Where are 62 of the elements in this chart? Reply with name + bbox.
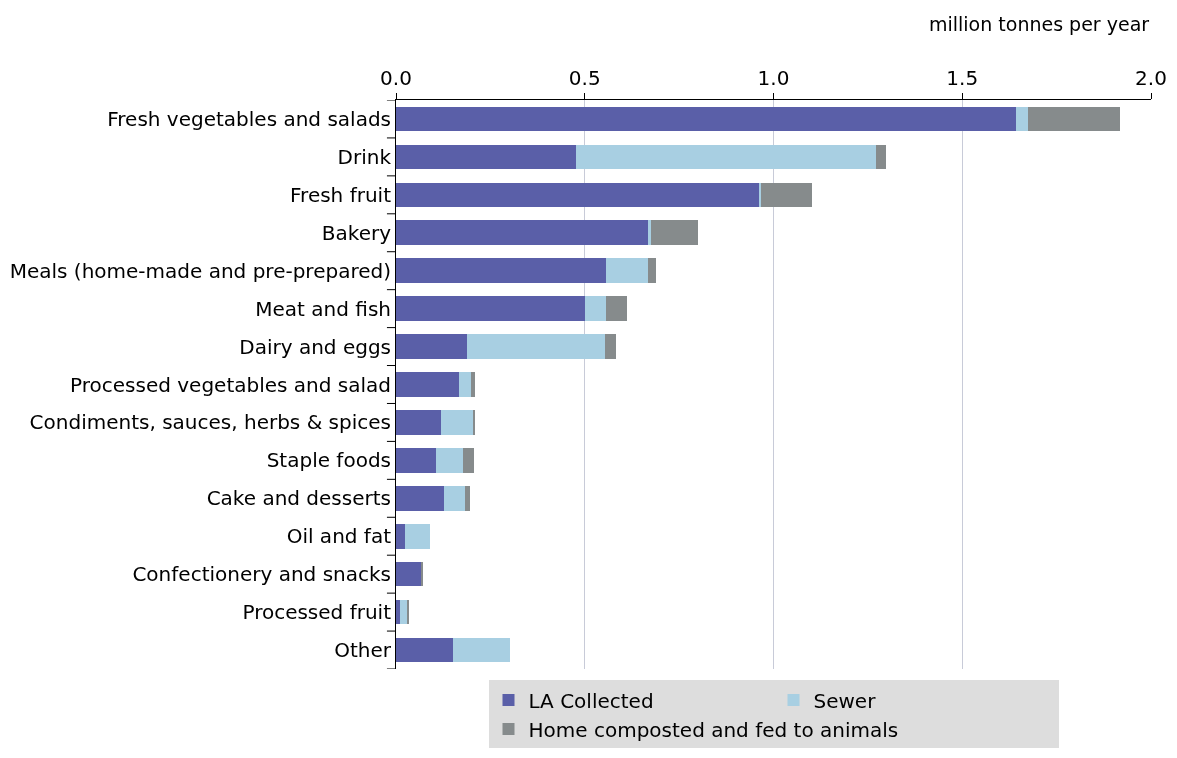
x-tick-label: 0.5: [568, 66, 601, 90]
legend-label: Home composted and fed to animals: [528, 717, 899, 742]
bar: [405, 523, 431, 549]
bar: [400, 599, 407, 625]
x-tick-label: 2.0: [1135, 66, 1167, 90]
bar: [396, 182, 759, 208]
y-tick-label: Other: [334, 638, 392, 663]
bar: [463, 448, 475, 473]
y-tick-label: Fresh vegetables and salads: [107, 106, 391, 131]
bar: [584, 296, 606, 321]
bar: [396, 599, 401, 625]
bar: [1028, 106, 1121, 132]
legend-label: Sewer: [813, 688, 877, 713]
bar: [465, 485, 470, 511]
bar: [396, 296, 585, 321]
bar: [452, 637, 511, 663]
x-tick-label: 1.5: [946, 66, 979, 90]
bar: [605, 258, 648, 284]
y-tick-label: Staple foods: [266, 448, 391, 473]
bar: [396, 448, 437, 473]
bar: [440, 410, 474, 435]
bar: [876, 144, 886, 170]
y-tick-label: Meat and fish: [255, 296, 391, 321]
x-axis-title: million tonnes per year: [929, 13, 1150, 35]
y-tick-label: Condiments, sauces, herbs & spices: [29, 410, 391, 435]
bar: [396, 106, 1016, 132]
x-tick-label: 1.0: [757, 66, 790, 90]
bar: [651, 220, 698, 246]
bar: [576, 144, 877, 170]
bar: [459, 372, 471, 397]
bar: [396, 485, 444, 511]
bar: [396, 258, 606, 284]
bar: [761, 182, 812, 208]
y-tick-label: Drink: [337, 144, 392, 169]
bar: [396, 410, 441, 435]
y-tick-label: Confectionery and snacks: [132, 562, 391, 587]
bar: [605, 296, 628, 321]
bar: [470, 372, 475, 397]
bar: [436, 448, 464, 473]
y-tick-label: Cake and desserts: [206, 486, 391, 511]
bar: [648, 220, 652, 246]
bar: [443, 485, 466, 511]
y-tick-label: Fresh fruit: [290, 182, 392, 207]
bar: [396, 144, 577, 170]
bar: [466, 334, 606, 359]
bar: [396, 220, 649, 246]
y-tick-label: Processed vegetables and salad: [70, 372, 391, 397]
bar: [1015, 106, 1029, 132]
y-tick-label: Oil and fat: [286, 524, 392, 549]
bar: [396, 523, 406, 549]
legend-label: LA Collected: [528, 688, 654, 713]
y-tick-label: Meals (home-made and pre-prepared): [9, 258, 391, 283]
bar: [396, 372, 460, 397]
bar: [605, 334, 617, 359]
bar: [647, 258, 657, 284]
x-tick-label: 0.0: [380, 66, 412, 90]
y-tick-label: Dairy and eggs: [239, 334, 391, 359]
bar: [396, 334, 467, 359]
bar: [396, 637, 453, 663]
bar: [396, 561, 421, 587]
y-tick-label: Bakery: [321, 220, 392, 245]
y-tick-label: Processed fruit: [242, 600, 392, 625]
